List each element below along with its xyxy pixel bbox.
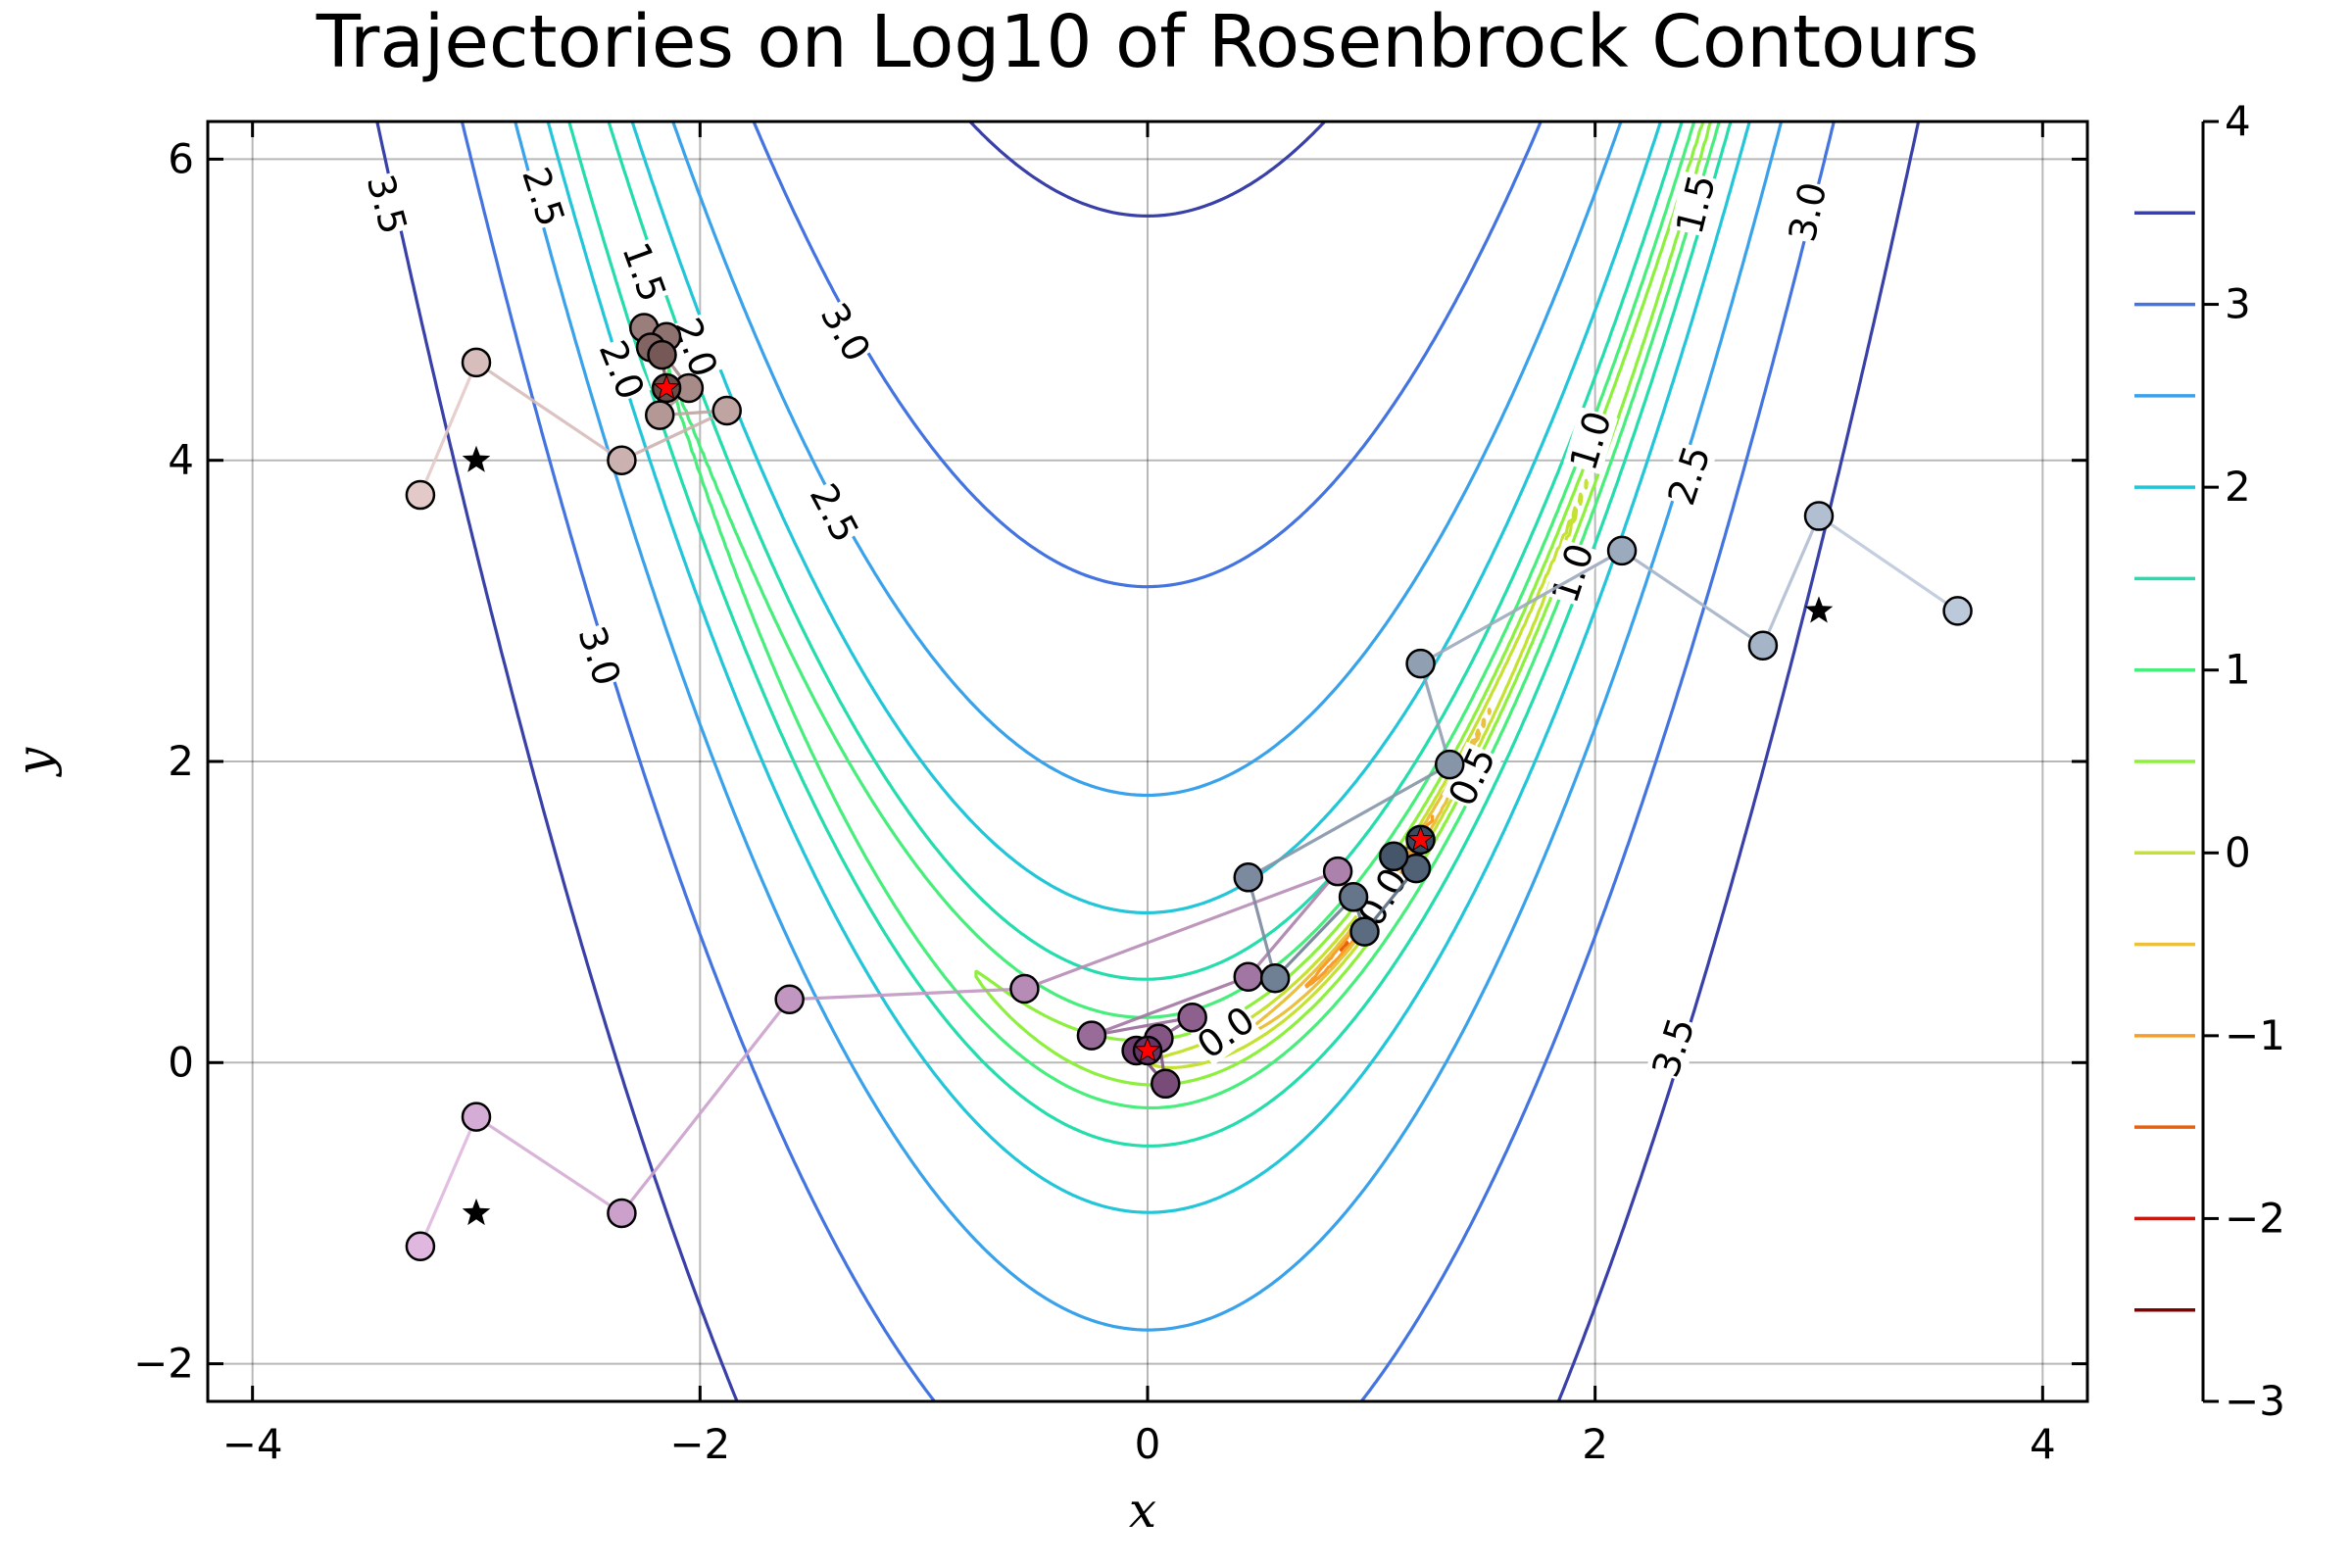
trajectory-point [647, 339, 677, 370]
contour-line [567, 122, 1733, 1148]
trajectory-segment [1091, 975, 1250, 1038]
contour-label: 3.0 [1781, 178, 1836, 245]
trajectory-point [1435, 749, 1465, 780]
y-tick-label: 4 [168, 436, 194, 484]
colorbar: 4 3 2 1 0 −1 −2 −3 [2134, 97, 2285, 1425]
x-tick-label: −2 [669, 1420, 730, 1468]
trajectory-point [1233, 862, 1263, 893]
contour-line [546, 122, 1751, 1214]
trajectory-segment [1818, 514, 1959, 612]
trajectory-point [1349, 916, 1380, 947]
trajectories [405, 313, 1973, 1261]
trajectory-point [1076, 1020, 1107, 1051]
trajectory-point [607, 1198, 637, 1229]
contour-line [514, 122, 1784, 1332]
trajectory-point [1009, 973, 1040, 1004]
trajectory-segment [1247, 762, 1451, 879]
trajectory-point [1322, 856, 1353, 887]
trajectory-point [644, 400, 675, 430]
x-axis-ticks: −4 −2 0 2 4 [222, 122, 2056, 1468]
contour-label: 2.5 [514, 162, 573, 231]
y-tick-label: −2 [133, 1340, 194, 1388]
y-tick-label: 2 [168, 737, 194, 785]
trajectory-point [1942, 596, 1973, 626]
trajectory-segment [418, 1115, 478, 1248]
trajectory-segment [620, 998, 791, 1214]
trajectory-segment [418, 362, 478, 496]
colorbar-tick-label: 1 [2225, 646, 2251, 694]
trajectory-segment [1247, 876, 1277, 979]
trajectory-segment [475, 1115, 623, 1215]
trajectory-point [1606, 535, 1638, 566]
trajectory-point [1259, 963, 1291, 994]
trajectory-segment [789, 987, 1025, 1002]
trajectory-segment [1247, 870, 1340, 978]
trajectory-point [1803, 501, 1835, 531]
colorbar-tick-label: −2 [2225, 1194, 2285, 1242]
trajectory-point [607, 445, 637, 475]
trajectory-segment [620, 409, 728, 463]
trajectory-point [1151, 1068, 1181, 1100]
trajectory-point [405, 1231, 436, 1261]
contour-label: 2.5 [1659, 441, 1719, 511]
end-marker [653, 373, 680, 400]
x-tick-label: 0 [1135, 1420, 1161, 1468]
start-marker [462, 1198, 491, 1226]
end-marker [1134, 1036, 1161, 1062]
start-marker [462, 445, 491, 472]
x-tick-label: −4 [222, 1420, 283, 1468]
y-axis-ticks: −2 0 2 4 6 [133, 134, 2087, 1388]
x-axis-label: x [1129, 1482, 1156, 1539]
trajectory-point [405, 479, 436, 511]
trajectory-point [1233, 961, 1263, 992]
trajectory-segment [1023, 869, 1339, 991]
trajectory-segment [1419, 549, 1623, 665]
colorbar-tick-label: 0 [2225, 828, 2251, 876]
trajectory-segment [475, 361, 623, 463]
colorbar-tick-label: 2 [2225, 463, 2251, 511]
trajectory-1 [405, 313, 742, 511]
trajectory-segment [1419, 662, 1451, 765]
x-tick-label: 4 [2030, 1420, 2056, 1468]
trajectory-point [1747, 630, 1779, 661]
trajectory-2 [405, 856, 1353, 1261]
end-marker [1406, 825, 1435, 852]
trajectory-point [461, 1102, 492, 1132]
y-tick-label: 0 [168, 1038, 194, 1086]
contour-line [460, 122, 1836, 1401]
trajectory-point [1378, 841, 1409, 872]
contour-lines [375, 122, 1921, 1401]
y-axis-label: y [6, 747, 63, 777]
trajectory-segment [1761, 514, 1821, 647]
chart-title: Trajectories on Log10 of Rosenbrock Cont… [316, 0, 1980, 84]
x-tick-label: 2 [1582, 1420, 1608, 1468]
trajectory-point [461, 347, 492, 378]
trajectory-point [1177, 1002, 1207, 1033]
colorbar-tick-label: −1 [2225, 1011, 2285, 1059]
trajectory-segment [1091, 1015, 1193, 1038]
trajectory-point [774, 984, 805, 1015]
trajectory-point [1338, 882, 1369, 912]
trajectory-segment [1273, 896, 1355, 980]
start-marker [1804, 596, 1834, 623]
colorbar-tick-label: 3 [2225, 280, 2251, 328]
colorbar-tick-label: 4 [2225, 97, 2251, 145]
y-tick-label: 6 [168, 134, 194, 182]
trajectory-segment [1621, 549, 1764, 648]
trajectory-point [1405, 648, 1436, 679]
trajectory-3 [1233, 501, 1973, 994]
colorbar-tick-label: −3 [2225, 1377, 2285, 1425]
trajectory-point [711, 395, 742, 426]
